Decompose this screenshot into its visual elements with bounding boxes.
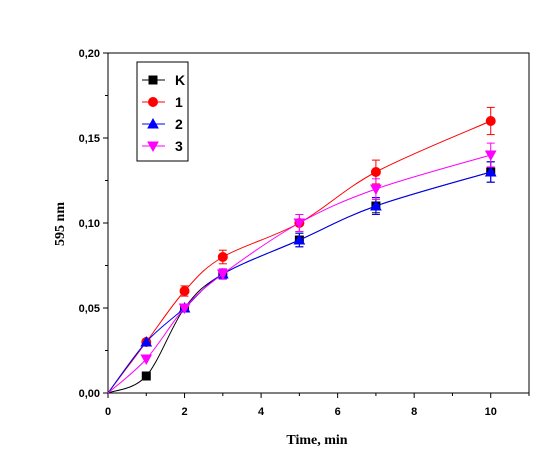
legend-marker bbox=[147, 117, 159, 129]
legend-label: 2 bbox=[175, 116, 183, 132]
data-point bbox=[140, 354, 153, 366]
legend-marker bbox=[148, 97, 158, 107]
data-point bbox=[141, 371, 151, 381]
data-point bbox=[140, 335, 153, 347]
y-tick-label: 0,10 bbox=[79, 218, 100, 230]
data-point bbox=[485, 116, 496, 126]
y-tick-label: 0,15 bbox=[79, 133, 100, 145]
data-point bbox=[370, 199, 382, 211]
x-axis-title: Time, min bbox=[286, 433, 347, 448]
y-tick-label: 0,05 bbox=[79, 303, 100, 315]
legend-item: 3 bbox=[142, 138, 183, 154]
data-point bbox=[179, 286, 190, 296]
data-point bbox=[484, 150, 497, 162]
legend-box bbox=[136, 61, 189, 162]
data-point bbox=[293, 218, 306, 230]
x-tick-label: 10 bbox=[485, 406, 497, 418]
legend-item: 1 bbox=[142, 94, 183, 110]
data-point bbox=[484, 165, 497, 177]
plot-area: 0 2 4 6 8 10 0,00 0,05 0,10 0,15 0,20 bbox=[79, 48, 530, 418]
x-tick-label: 8 bbox=[411, 406, 417, 418]
data-point bbox=[216, 269, 229, 281]
legend-label: K bbox=[175, 72, 185, 88]
x-tick-label: 2 bbox=[181, 406, 187, 418]
series-line bbox=[107, 120, 491, 394]
series-line bbox=[107, 171, 491, 394]
legend: K 1 2 3 bbox=[136, 61, 189, 162]
x-tick-label: 4 bbox=[258, 406, 265, 418]
legend-label: 1 bbox=[175, 94, 183, 110]
series-line bbox=[107, 154, 491, 394]
legend-marker bbox=[147, 141, 159, 153]
legend-marker bbox=[148, 75, 158, 85]
series-2 bbox=[107, 161, 497, 394]
series-K bbox=[107, 161, 496, 394]
legend-item: K bbox=[142, 72, 185, 88]
data-point bbox=[178, 303, 191, 315]
y-tick-label: 0,00 bbox=[79, 388, 100, 400]
data-point bbox=[370, 184, 382, 196]
legend-item: 2 bbox=[142, 116, 183, 132]
series-line bbox=[107, 171, 491, 394]
data-point bbox=[293, 233, 306, 245]
x-tick-label: 6 bbox=[335, 406, 341, 418]
y-tick-label: 0,20 bbox=[79, 48, 100, 60]
series-layer bbox=[107, 106, 497, 394]
y-axis-title: 595 nm bbox=[53, 202, 68, 246]
series-3 bbox=[107, 142, 497, 394]
legend-label: 3 bbox=[175, 138, 183, 154]
x-tick-label: 0 bbox=[105, 406, 111, 418]
data-point bbox=[217, 252, 228, 262]
data-point bbox=[370, 167, 381, 177]
